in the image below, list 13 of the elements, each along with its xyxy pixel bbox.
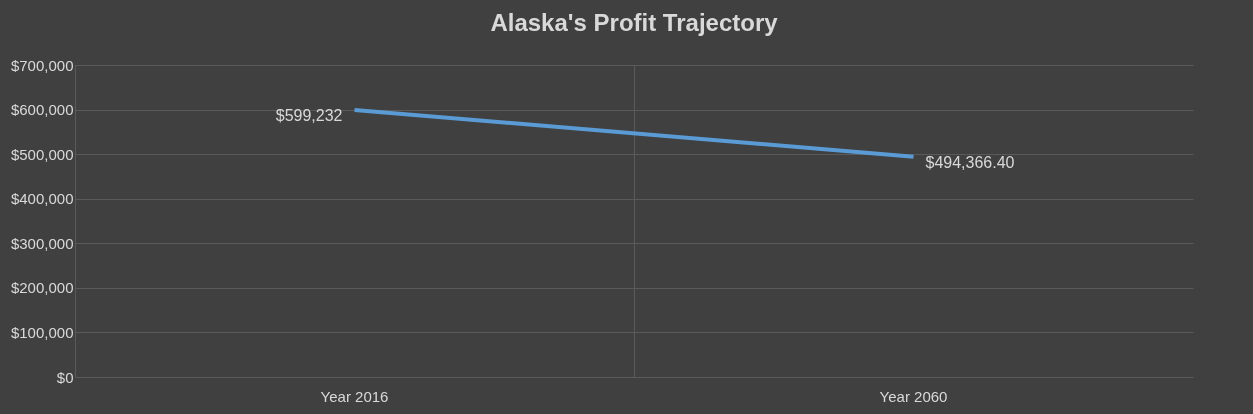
x-tick-label: Year 2060 bbox=[879, 387, 948, 405]
y-tick-label: $0 bbox=[56, 368, 74, 386]
data-label: $494,366.40 bbox=[925, 153, 1015, 171]
y-tick-label: $100,000 bbox=[10, 323, 74, 341]
y-tick-label: $700,000 bbox=[10, 56, 74, 74]
y-tick-label: $300,000 bbox=[10, 234, 74, 252]
y-tick-label: $500,000 bbox=[10, 145, 74, 163]
data-label: $599,232 bbox=[275, 106, 343, 124]
y-tick-label: $200,000 bbox=[10, 279, 74, 297]
y-tick-label: $400,000 bbox=[10, 190, 74, 208]
chart-title: Alaska's Profit Trajectory bbox=[490, 9, 779, 36]
x-tick-label: Year 2016 bbox=[320, 387, 389, 405]
y-tick-label: $600,000 bbox=[10, 101, 74, 119]
